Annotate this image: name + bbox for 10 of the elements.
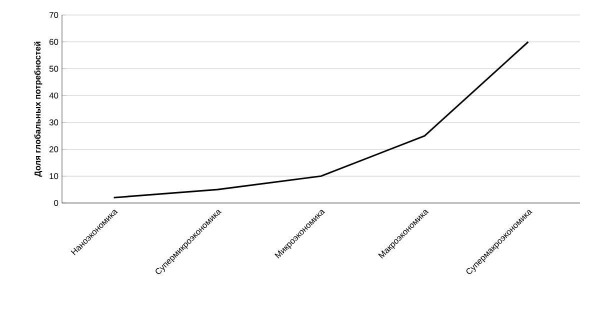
y-tick-label: 60 [50, 38, 58, 45]
y-tick-label: 40 [49, 92, 58, 99]
y-tick-label: 20 [49, 146, 58, 152]
y-tick-label: 30 [49, 119, 58, 126]
y-tick-label: 50 [49, 66, 58, 72]
line-series [113, 41, 529, 198]
y-tick-label: 0 [54, 200, 58, 206]
y-tick-label: 10 [50, 173, 58, 180]
y-tick-label: 70 [50, 12, 58, 18]
y-axis-title: Доля глобальных потребностей [34, 42, 42, 177]
